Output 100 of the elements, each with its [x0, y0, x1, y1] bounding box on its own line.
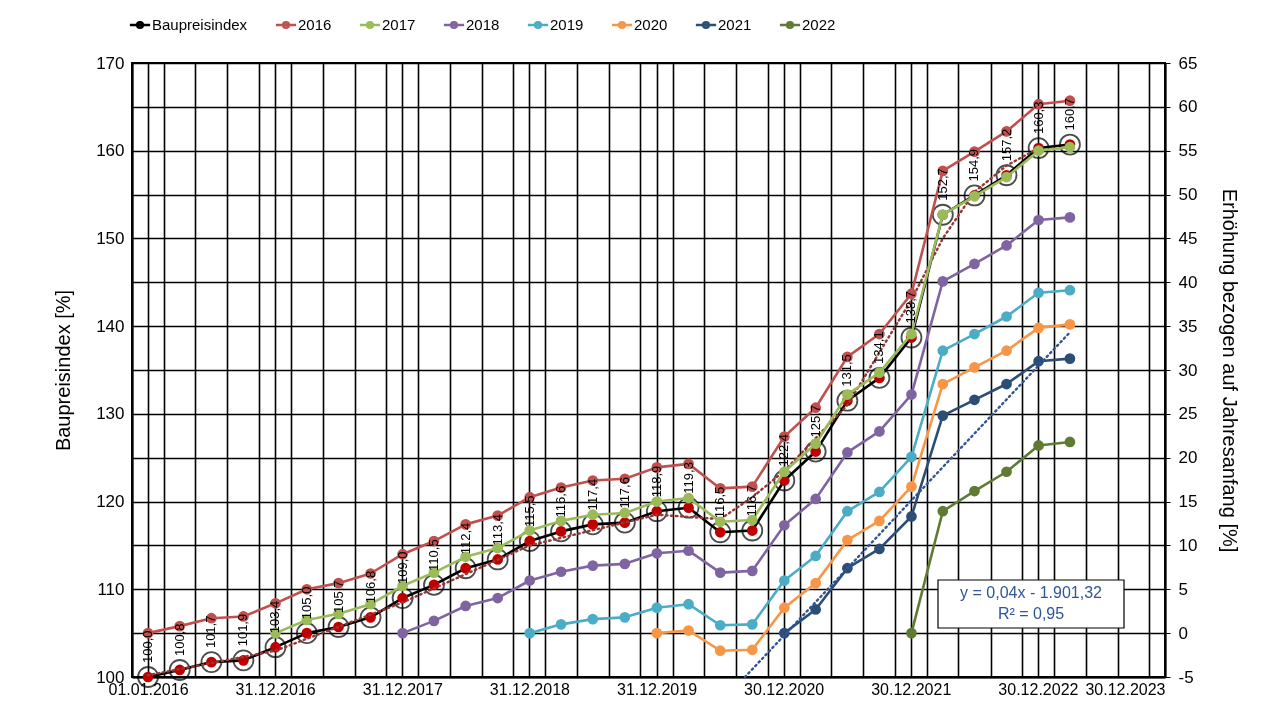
data-label: 105,7: [330, 580, 346, 613]
y-tick-label: 170: [96, 53, 125, 73]
point: [587, 560, 599, 571]
point: [1033, 214, 1044, 226]
point: [1064, 436, 1076, 448]
point: [746, 565, 758, 577]
data-label: 117,6: [616, 477, 632, 509]
point: [842, 505, 853, 517]
point: [746, 644, 758, 656]
point: [874, 515, 885, 527]
point: [619, 507, 631, 519]
point: [810, 438, 822, 450]
data-label: 152,7: [934, 168, 950, 201]
point: [937, 276, 949, 287]
point: [746, 619, 758, 630]
y2-tick-label: 0: [1178, 623, 1188, 643]
x-tick-label: 30.12.2023: [1085, 680, 1166, 698]
legend-label: 2019: [550, 16, 584, 33]
y-tick-label: 120: [96, 492, 125, 512]
point: [524, 627, 536, 639]
point: [428, 615, 440, 627]
point: [587, 509, 599, 521]
point: [714, 645, 726, 657]
point: [874, 486, 885, 498]
y-axis-title: Baupreisindex [%]: [52, 289, 75, 452]
point: [1033, 287, 1044, 299]
point: [1064, 353, 1076, 364]
x-tick-label: 30.12.2022: [998, 680, 1079, 698]
point: [1064, 319, 1076, 330]
point: [906, 481, 917, 493]
point: [778, 466, 790, 478]
y2-tick-label: 45: [1178, 228, 1198, 248]
point: [619, 558, 631, 570]
point: [1064, 284, 1076, 296]
x-tick-label: 31.12.2018: [489, 680, 571, 698]
legend-label: 2018: [466, 16, 500, 33]
point: [524, 575, 536, 586]
point: [492, 592, 504, 604]
point: [906, 389, 917, 400]
annotation: y = 0,04x - 1.901,32: [960, 584, 1103, 601]
point: [937, 505, 949, 517]
data-label: 125,7: [807, 405, 823, 438]
point: [874, 543, 885, 555]
data-label: 101,7: [203, 615, 219, 649]
point: [874, 426, 885, 437]
point: [969, 328, 980, 340]
data-label: 154,9: [966, 148, 982, 182]
legend-label: 2016: [298, 16, 332, 33]
point: [619, 612, 631, 623]
y-tick-label: 140: [96, 316, 125, 336]
legend-label: Baupreisindex: [152, 16, 248, 33]
data-label: 160,7: [1061, 98, 1077, 131]
point: [555, 619, 567, 630]
y2-tick-label: 65: [1178, 53, 1198, 73]
y2-tick-label: 15: [1178, 492, 1198, 512]
point: [937, 345, 949, 357]
point: [937, 410, 949, 421]
point: [969, 258, 980, 270]
point: [842, 447, 853, 458]
point: [810, 604, 822, 615]
x-tick-label: 31.12.2017: [362, 680, 443, 698]
x-tick-label: 30.12.2021: [871, 680, 952, 698]
point: [1001, 240, 1012, 251]
y-tick-label: 130: [96, 404, 125, 424]
data-label: 106,8: [362, 570, 378, 604]
data-label: 122,4: [776, 433, 792, 467]
data-label: 112,4: [457, 522, 473, 555]
point: [555, 566, 567, 578]
data-label: 115,5: [521, 495, 537, 528]
x-tick-label: 30.12.2020: [744, 680, 825, 698]
data-label: 117,4: [584, 478, 600, 511]
point: [842, 389, 853, 400]
point: [810, 550, 822, 562]
y2-tick-label: 40: [1178, 272, 1198, 292]
point: [460, 600, 472, 612]
annotation: R² = 0,95: [997, 605, 1065, 622]
legend-label: 2017: [382, 16, 416, 33]
point: [969, 485, 980, 497]
point: [969, 394, 980, 406]
y2-tick-label: 35: [1178, 316, 1198, 336]
x-tick-label: 31.12.2019: [616, 680, 698, 698]
data-label: 157,2: [998, 128, 1014, 162]
point: [937, 378, 949, 390]
point: [714, 619, 726, 631]
legend-label: 2021: [718, 16, 752, 33]
point: [683, 545, 694, 557]
point: [683, 492, 694, 504]
y2-tick-label: 60: [1178, 97, 1198, 117]
y2-tick-label: 55: [1178, 141, 1198, 161]
point: [587, 613, 599, 625]
y2-tick-label: -5: [1178, 667, 1194, 687]
point: [1001, 466, 1012, 478]
y2-tick-label: 30: [1178, 360, 1198, 380]
point: [778, 602, 790, 614]
data-label: 116,7: [744, 484, 760, 517]
legend-label: 2020: [634, 16, 668, 33]
point: [683, 625, 694, 636]
point: [1001, 345, 1012, 357]
y2-tick-label: 20: [1178, 448, 1198, 468]
data-label: 134,1: [871, 331, 887, 364]
